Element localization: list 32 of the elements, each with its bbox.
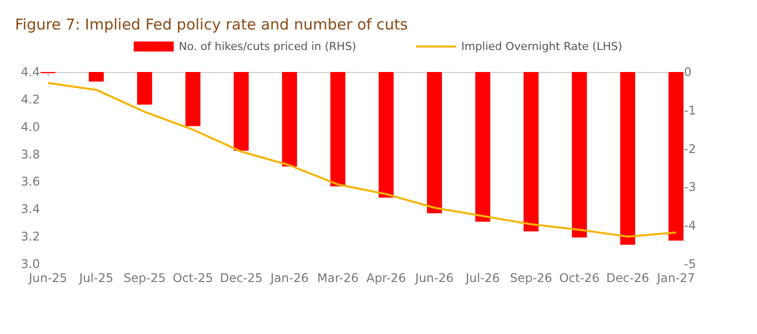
y-tick-label: 3.2	[20, 230, 40, 244]
x-tick-label: Jan-26	[269, 271, 309, 285]
y-tick-label: 3.6	[20, 174, 40, 189]
y2-tick-label: -5	[684, 257, 696, 271]
line-series	[47, 82, 677, 238]
x-tick-label: Apr-26	[366, 271, 406, 285]
x-tick-label: Oct-25	[172, 271, 214, 285]
x-tick-label: Jun-25	[28, 271, 68, 285]
y-tick-label: 4.2	[20, 92, 40, 106]
y-tick-label: 3.8	[20, 147, 40, 162]
x-tick-label: Jun-26	[414, 271, 454, 285]
x-tick-label: Sep-25	[124, 271, 166, 285]
x-tick-label: Mar-26	[317, 271, 359, 285]
y-tick-label: 4.0	[20, 120, 40, 134]
x-tick-label: Dec-25	[220, 271, 263, 285]
legend-label: Implied Overnight Rate (LHS)	[461, 40, 622, 53]
y2-tick-label: 0	[684, 65, 692, 79]
y2-tick-label: -2	[684, 142, 696, 156]
x-tick-label: Sep-26	[510, 271, 552, 285]
chart-title: Figure 7: Implied Fed policy rate and number of cuts	[15, 16, 408, 34]
x-tick-label: Dec-26	[606, 271, 650, 285]
y2-tick-label: -1	[684, 103, 696, 118]
x-tick-label: Jul-25	[78, 271, 114, 285]
y-tick-label: 4.4	[20, 65, 40, 79]
y-tick-label: 3.4	[20, 202, 40, 216]
x-tick-label: Jan-27	[656, 271, 696, 285]
y2-tick-label: -3	[684, 180, 696, 194]
x-tick-label: Oct-26	[559, 271, 600, 285]
y2-tick-label: -4	[684, 218, 696, 233]
legend-label: No. of hikes/cuts priced in (RHS)	[178, 40, 356, 53]
y-tick-label: 3.0	[20, 257, 40, 271]
x-tick-label: Jul-26	[464, 271, 500, 285]
